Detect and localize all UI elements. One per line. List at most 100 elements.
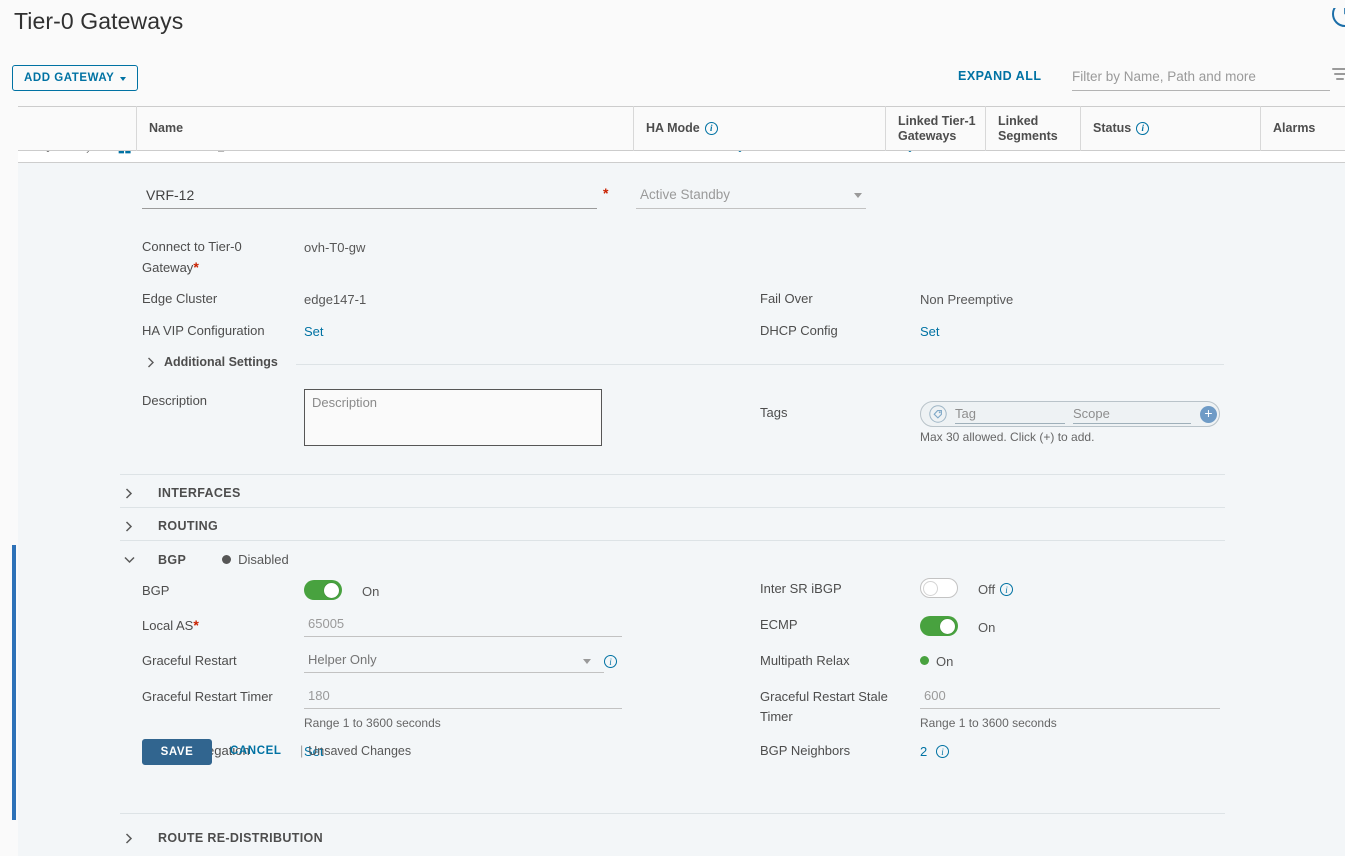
chevron-right-icon bbox=[146, 357, 156, 368]
gateway-name-row: * bbox=[18, 177, 1345, 223]
tag-icon bbox=[929, 405, 947, 423]
ha-mode-select[interactable] bbox=[636, 183, 866, 209]
bgp-status-text: Disabled bbox=[238, 552, 289, 567]
gateway-name-input[interactable] bbox=[142, 183, 597, 209]
description-label: Description bbox=[142, 393, 208, 408]
info-icon[interactable]: i bbox=[936, 745, 949, 758]
column-label-linked-tier1: Linked Tier-1 Gateways bbox=[898, 114, 976, 143]
description-textarea[interactable] bbox=[304, 389, 602, 446]
bgp-toggle-label: BGP bbox=[142, 583, 170, 598]
graceful-restart-timer-input[interactable] bbox=[304, 685, 622, 709]
table-column-alarms[interactable]: Alarms bbox=[1260, 106, 1340, 151]
multipath-relax-dot bbox=[920, 656, 929, 665]
ha-vip-config-label: HA VIP Configuration bbox=[142, 323, 265, 338]
refresh-icon[interactable] bbox=[1325, 1, 1345, 34]
table-column-name[interactable]: Name bbox=[136, 106, 633, 151]
edge-cluster-value: edge147-1 bbox=[304, 292, 367, 307]
info-icon[interactable]: i bbox=[704, 122, 718, 135]
section-interfaces[interactable]: INTERFACES bbox=[118, 486, 241, 500]
save-button[interactable]: SAVE bbox=[142, 739, 212, 765]
divider bbox=[296, 364, 1224, 365]
dhcp-config-set-link[interactable]: Set bbox=[920, 324, 940, 339]
add-gateway-button[interactable]: ADD GATEWAY bbox=[12, 65, 139, 91]
table-row-partial[interactable]: • › ■■ – • • bbox=[18, 151, 1345, 163]
connect-tier0-value: ovh-T0-gw bbox=[304, 240, 366, 255]
tag-name-input[interactable] bbox=[955, 404, 1065, 424]
gr-stale-timer-input[interactable] bbox=[920, 685, 1220, 709]
tags-hint: Max 30 allowed. Click (+) to add. bbox=[920, 430, 1095, 444]
unsaved-changes-status: | Unsaved Changes bbox=[300, 744, 412, 758]
info-icon[interactable]: i bbox=[1136, 122, 1150, 135]
section-route-redistribution-label: ROUTE RE-DISTRIBUTION bbox=[158, 831, 323, 845]
bgp-neighbors-count-link[interactable]: 2 bbox=[920, 744, 928, 759]
dhcp-config-label: DHCP Config bbox=[760, 323, 838, 338]
info-icon[interactable]: i bbox=[1000, 583, 1013, 596]
connect-tier0-label: Connect to Tier-0 Gateway* bbox=[142, 239, 242, 276]
info-icon[interactable]: i bbox=[604, 655, 617, 668]
add-tag-button[interactable]: + bbox=[1200, 405, 1217, 423]
required-asterisk: * bbox=[603, 185, 609, 201]
section-routing-label: ROUTING bbox=[158, 519, 219, 533]
route-aggregation-set-link[interactable]: Set bbox=[304, 744, 324, 759]
separator: | bbox=[300, 744, 304, 758]
section-interfaces-label: INTERFACES bbox=[158, 486, 241, 500]
edge-cluster-label: Edge Cluster bbox=[142, 291, 218, 306]
gr-stale-timer-label: Graceful Restart Stale Timer bbox=[760, 689, 888, 725]
table-column-status[interactable]: Status i bbox=[1080, 106, 1260, 151]
graceful-restart-timer-label: Graceful Restart Timer bbox=[142, 689, 273, 704]
tags-label: Tags bbox=[760, 405, 788, 420]
local-as-label: Local AS* bbox=[142, 617, 199, 633]
inter-sr-ibgp-label: Inter SR iBGP bbox=[760, 581, 842, 596]
toggle-knob bbox=[940, 618, 955, 634]
column-label-status: Status bbox=[1093, 121, 1132, 136]
search-input[interactable] bbox=[1072, 63, 1330, 91]
chevron-right-icon bbox=[118, 520, 140, 532]
graceful-restart-select[interactable] bbox=[304, 649, 604, 673]
ecmp-label: ECMP bbox=[760, 617, 798, 632]
section-route-redistribution[interactable]: ROUTE RE-DISTRIBUTION bbox=[118, 831, 323, 845]
toggle-knob bbox=[923, 580, 938, 596]
divider bbox=[120, 813, 1225, 814]
add-gateway-label: ADD GATEWAY bbox=[24, 72, 115, 84]
inter-sr-ibgp-state: Off bbox=[978, 582, 996, 597]
table-column-select bbox=[18, 106, 136, 151]
tags-editor: + bbox=[920, 401, 1220, 427]
chevron-right-icon bbox=[118, 832, 140, 844]
filter-field-wrap bbox=[1072, 63, 1330, 91]
divider bbox=[120, 540, 1225, 541]
fail-over-label: Fail Over bbox=[760, 291, 813, 306]
divider bbox=[120, 507, 1225, 508]
additional-settings-toggle[interactable]: Additional Settings bbox=[146, 355, 278, 369]
table-column-linked-tier1[interactable]: Linked Tier-1 Gateways bbox=[885, 106, 985, 151]
table-column-linked-segments[interactable]: Linked Segments bbox=[985, 106, 1080, 151]
tag-scope-input[interactable] bbox=[1073, 404, 1191, 424]
section-routing[interactable]: ROUTING bbox=[118, 519, 218, 533]
filter-menu-icon[interactable] bbox=[1332, 68, 1345, 82]
graceful-restart-timer-hint: Range 1 to 3600 seconds bbox=[304, 716, 441, 730]
ecmp-state: On bbox=[978, 620, 996, 635]
table-toolbar: ADD GATEWAY EXPAND ALL bbox=[0, 60, 1345, 106]
ha-vip-config-set-link[interactable]: Set bbox=[304, 324, 324, 339]
required-asterisk: * bbox=[193, 259, 199, 276]
page-title: Tier-0 Gateways bbox=[14, 8, 184, 34]
multipath-relax-state: On bbox=[936, 654, 954, 669]
section-bgp[interactable]: BGP Disabled bbox=[118, 552, 289, 567]
gr-stale-timer-hint: Range 1 to 3600 seconds bbox=[920, 716, 1057, 730]
table-column-ha-mode[interactable]: HA Mode i bbox=[633, 106, 885, 151]
bgp-toggle[interactable] bbox=[304, 580, 342, 600]
fail-over-value: Non Preemptive bbox=[920, 292, 1014, 307]
chevron-down-icon bbox=[854, 193, 862, 198]
cancel-button[interactable]: CANCEL bbox=[230, 745, 282, 757]
bgp-status-dot bbox=[222, 555, 232, 564]
chevron-down-icon bbox=[120, 77, 127, 81]
chevron-down-icon bbox=[583, 659, 591, 664]
graceful-restart-label: Graceful Restart bbox=[142, 653, 237, 668]
toggle-knob bbox=[324, 582, 339, 598]
required-asterisk: * bbox=[193, 617, 199, 633]
expand-all-button[interactable]: EXPAND ALL bbox=[958, 69, 1042, 83]
table-header-row: Name HA Mode i Linked Tier-1 Gateways Li… bbox=[18, 106, 1345, 151]
local-as-input[interactable] bbox=[304, 613, 622, 637]
ecmp-toggle[interactable] bbox=[920, 616, 958, 636]
edited-section-indicator bbox=[12, 545, 16, 820]
inter-sr-ibgp-toggle[interactable] bbox=[920, 578, 958, 598]
